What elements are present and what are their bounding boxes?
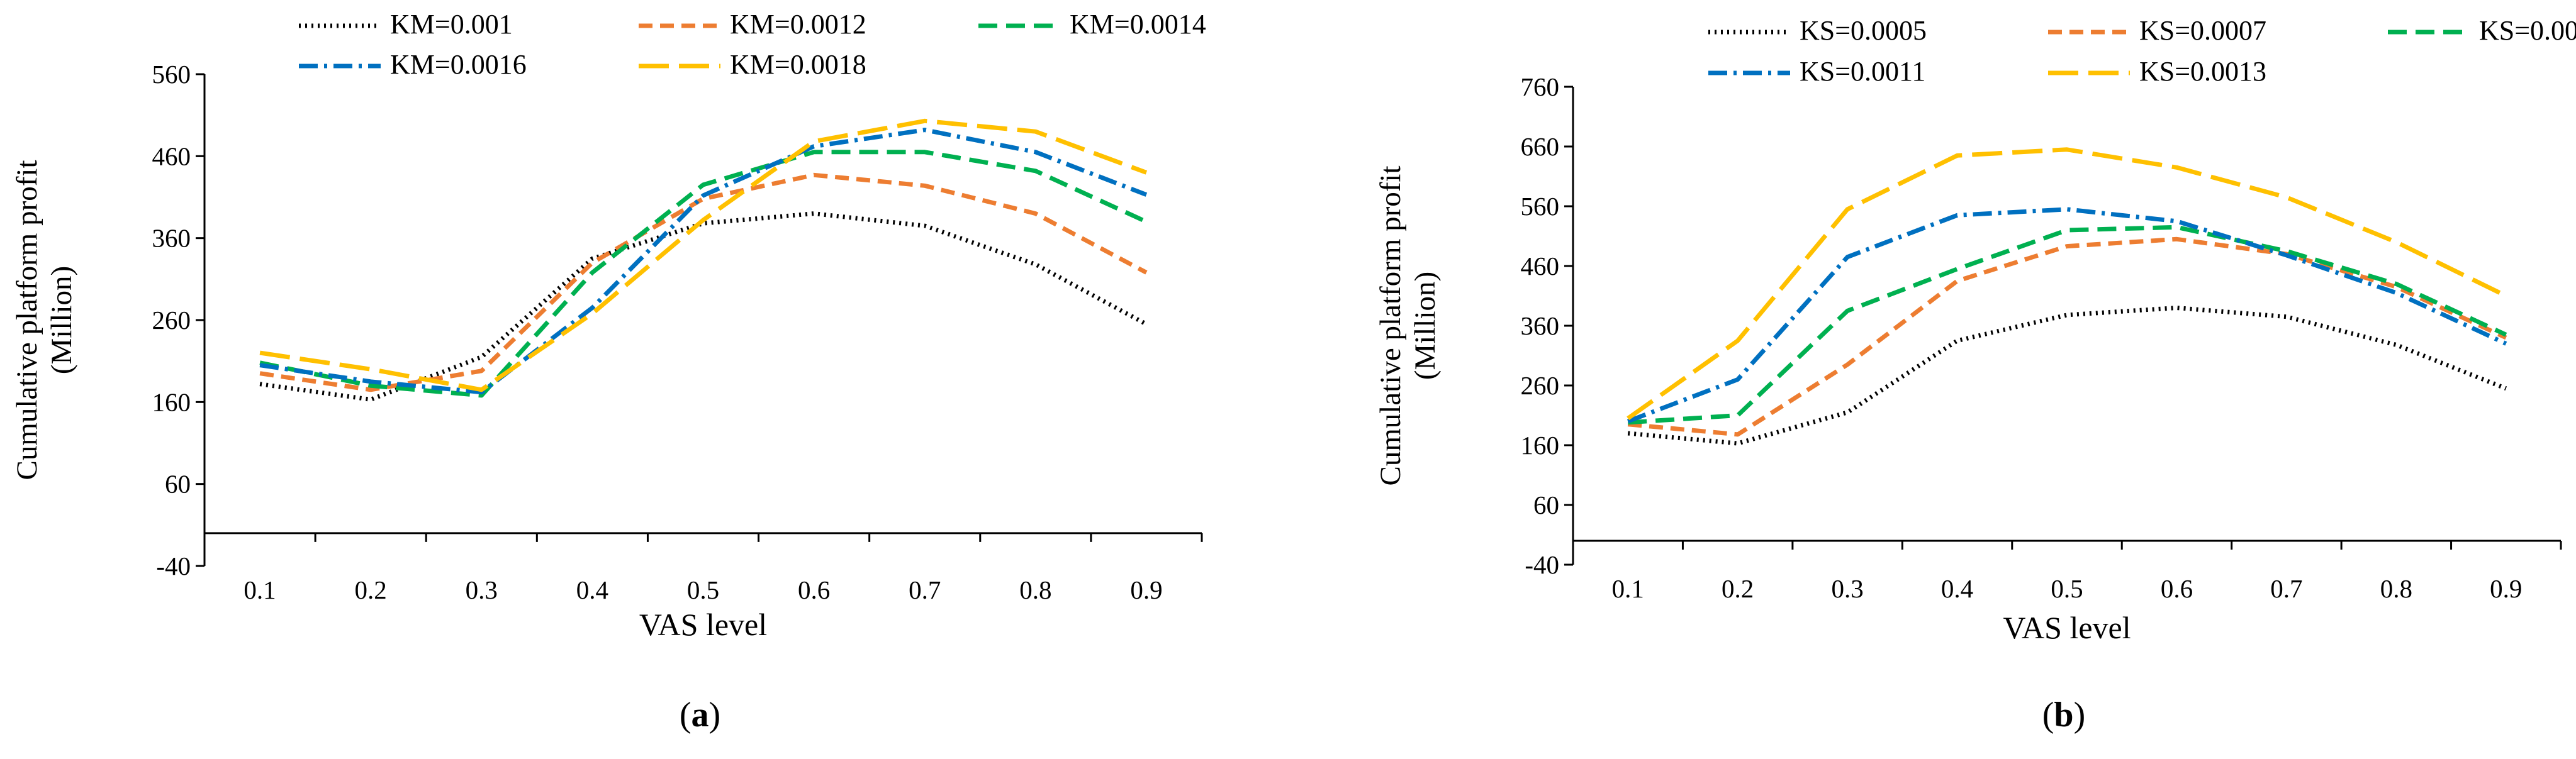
- legend-b: KS=0.0005 KS=0.0007 KS=0.0009 KS=0.0011 KS=0…: [1708, 15, 2576, 87]
- y-tick-label-b: 460: [1521, 252, 1560, 280]
- y-tick-label-a: 160: [152, 387, 191, 416]
- legend-label-a-2: KM=0.0014: [1070, 9, 1206, 40]
- series-line-a-2: [259, 150, 1148, 398]
- y-tick-label-b: 660: [1521, 132, 1560, 161]
- x-tick-label-b: 0.4: [1941, 574, 1973, 603]
- legend-label-b-0: KS=0.0005: [1800, 15, 1927, 46]
- y-tick-label-a: 260: [152, 306, 191, 335]
- axes-b: -40 60 160 260 360 460 560 660 760 0.1 0.2 0.3 0.4 0.…: [1521, 72, 2562, 603]
- legend-label-b-4: KS=0.0013: [2139, 56, 2266, 87]
- y-tick-label-a: 60: [165, 470, 191, 499]
- panel-label-b: (b): [2042, 695, 2085, 734]
- y-tick-label-b: 760: [1521, 72, 1560, 101]
- series-line-a-1: [259, 172, 1148, 392]
- series-lines-b: [1627, 147, 2507, 446]
- series-line-b-4: [1627, 147, 2507, 421]
- y-axis-label-a: Cumulative platform profit: [11, 160, 43, 480]
- x-tick-label-b: 0.5: [2051, 574, 2083, 603]
- legend-label-b-3: KS=0.0011: [1800, 56, 1925, 87]
- y-tick-label-b: 260: [1521, 371, 1560, 400]
- y-tick-label-a: -40: [156, 551, 191, 580]
- y-axis-unit-b: (Million): [1409, 272, 1442, 380]
- legend-label-a-1: KM=0.0012: [730, 9, 866, 40]
- x-tick-label-a: 0.6: [798, 575, 830, 604]
- series-line-b-3: [1627, 207, 2507, 424]
- y-tick-label-b: 560: [1521, 192, 1560, 221]
- x-tick-label-a: 0.4: [576, 575, 608, 604]
- legend-label-b-2: KS=0.0009: [2479, 15, 2576, 46]
- chart-panel-b: KS=0.0005 KS=0.0007 KS=0.0009 KS=0.0011 KS=0…: [1374, 15, 2576, 734]
- legend-label-b-1: KS=0.0007: [2139, 15, 2266, 46]
- y-axis-label-b: Cumulative platform profit: [1374, 165, 1407, 485]
- y-tick-label-a: 560: [152, 60, 191, 89]
- series-line-a-4: [259, 118, 1148, 392]
- x-tick-label-b: 0.9: [2490, 574, 2522, 603]
- y-tick-label-b: 160: [1521, 431, 1560, 460]
- x-tick-label-a: 0.5: [687, 575, 719, 604]
- y-tick-label-a: 360: [152, 224, 191, 253]
- legend-label-a-0: KM=0.001: [390, 9, 513, 40]
- legend-label-a-4: KM=0.0018: [730, 49, 866, 80]
- x-tick-label-a: 0.7: [909, 575, 941, 604]
- x-tick-label-a: 0.1: [244, 575, 276, 604]
- legend-a: KM=0.001 KM=0.0012 KM=0.0014 KM=0.0016 KM=0.…: [299, 9, 1206, 80]
- chart-panel-a: KM=0.001 KM=0.0012 KM=0.0014 KM=0.0016 KM=0.…: [11, 9, 1206, 734]
- x-tick-label-a: 0.9: [1130, 575, 1162, 604]
- axes-a: -40 60 160 260 360 460 560 0.1 0.2 0.3 0.4 0.5 0.6 0.…: [152, 60, 1203, 604]
- series-lines-a: [259, 118, 1148, 402]
- x-tick-label-b: 0.2: [1722, 574, 1754, 603]
- y-tick-label-b: 60: [1533, 490, 1559, 519]
- legend-label-a-3: KM=0.0016: [390, 49, 527, 80]
- panel-label-a-close: ): [709, 695, 721, 734]
- series-line-b-2: [1627, 224, 2507, 425]
- x-tick-label-b: 0.7: [2270, 574, 2302, 603]
- panel-label-a-open: (: [680, 695, 692, 734]
- y-tick-label-a: 460: [152, 141, 191, 170]
- panel-label-a: (a): [680, 695, 720, 734]
- series-line-b-1: [1627, 236, 2507, 437]
- y-axis-unit-a: (Million): [45, 266, 78, 374]
- x-tick-label-b: 0.1: [1612, 574, 1644, 603]
- x-tick-label-b: 0.3: [1831, 574, 1863, 603]
- y-tick-label-b: -40: [1525, 550, 1559, 579]
- panel-label-b-letter: b: [2054, 695, 2073, 734]
- panel-label-b-open: (: [2042, 695, 2054, 734]
- x-tick-label-a: 0.3: [466, 575, 498, 604]
- x-tick-label-a: 0.8: [1019, 575, 1051, 604]
- y-tick-label-b: 360: [1521, 311, 1560, 340]
- panel-label-b-close: ): [2074, 695, 2086, 734]
- x-axis-label-b: VAS level: [2003, 610, 2131, 645]
- x-axis-label-a: VAS level: [639, 607, 767, 642]
- panel-label-a-letter: a: [692, 695, 709, 734]
- x-tick-label-b: 0.6: [2161, 574, 2193, 603]
- x-tick-label-b: 0.8: [2380, 574, 2412, 603]
- x-tick-label-a: 0.2: [355, 575, 387, 604]
